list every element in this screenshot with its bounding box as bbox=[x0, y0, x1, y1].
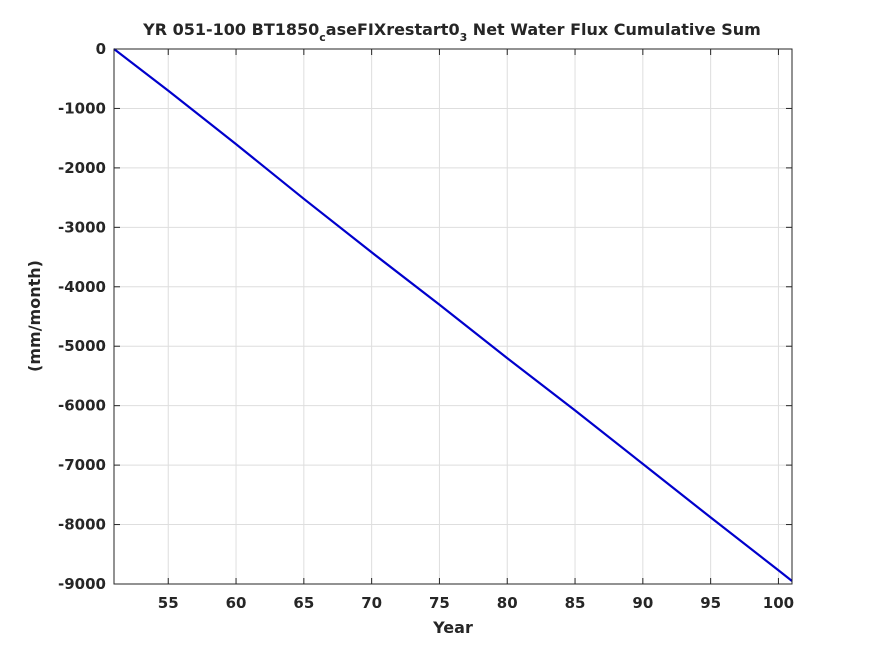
title-subscript-1: c bbox=[319, 31, 326, 44]
y-tick-label: -7000 bbox=[58, 456, 106, 474]
y-tick-label: 0 bbox=[96, 40, 106, 58]
x-tick-label: 65 bbox=[293, 594, 314, 612]
y-tick-label: -2000 bbox=[58, 159, 106, 177]
x-tick-label: 75 bbox=[429, 594, 450, 612]
x-tick-label: 100 bbox=[763, 594, 794, 612]
y-tick-label: -3000 bbox=[58, 218, 106, 236]
y-tick-label: -9000 bbox=[58, 575, 106, 593]
x-axis-label: Year bbox=[432, 618, 473, 637]
x-tick-label: 90 bbox=[632, 594, 653, 612]
plot-frame bbox=[113, 48, 793, 585]
series-line-1 bbox=[113, 48, 793, 582]
y-axis-label: (mm/month) bbox=[25, 260, 44, 372]
y-tick-label: -5000 bbox=[58, 337, 106, 355]
x-tick-label: 80 bbox=[497, 594, 518, 612]
series-layer bbox=[113, 48, 793, 582]
y-tick-label: -4000 bbox=[58, 278, 106, 296]
chart-title: YR 051-100 BT1850caseFIXrestart03 Net Wa… bbox=[142, 20, 761, 44]
x-tick-label: 60 bbox=[226, 594, 247, 612]
axis-ticks: 55 60 65 70 75 80 85 90 95 100 0 -1000 -2000 -3000 -40… bbox=[58, 40, 794, 612]
title-part-1: YR 051-100 BT1850 bbox=[142, 20, 319, 39]
y-tick-label: -8000 bbox=[58, 516, 106, 534]
title-part-2: aseFIXrestart0 bbox=[326, 20, 460, 39]
y-tick-label: -6000 bbox=[58, 397, 106, 415]
x-tick-label: 55 bbox=[158, 594, 179, 612]
x-tick-label: 95 bbox=[700, 594, 721, 612]
x-tick-label: 70 bbox=[361, 594, 382, 612]
title-part-3: Net Water Flux Cumulative Sum bbox=[467, 20, 761, 39]
y-tick-label: -1000 bbox=[58, 99, 106, 117]
x-tick-label: 85 bbox=[565, 594, 586, 612]
title-subscript-2: 3 bbox=[460, 31, 468, 44]
